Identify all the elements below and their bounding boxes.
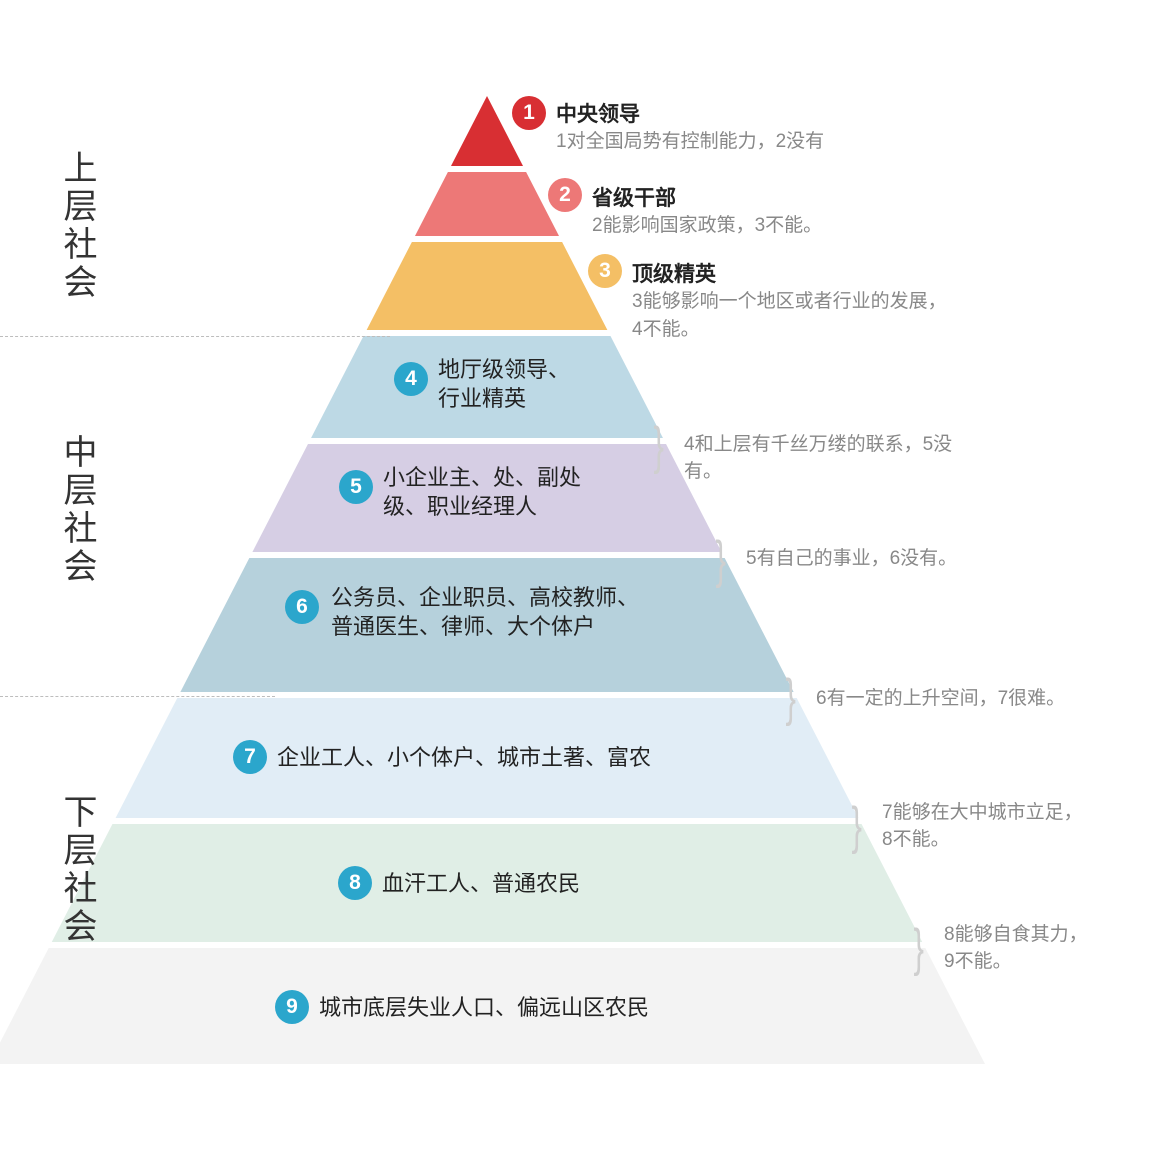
layer-title-7: 企业工人、小个体户、城市土著、富农 bbox=[277, 744, 651, 773]
section-lower: 下层社会 bbox=[62, 770, 98, 970]
layer-title-8: 血汗工人、普通农民 bbox=[382, 870, 580, 899]
layer-title-2: 省级干部 bbox=[592, 182, 676, 212]
badge-5: 5 bbox=[339, 470, 373, 504]
dash-1 bbox=[0, 336, 390, 337]
badge-3: 3 bbox=[588, 254, 622, 288]
section-middle: 中层社会 bbox=[62, 410, 98, 610]
dash-2 bbox=[0, 696, 275, 697]
brace-label-2: 5有自己的事业，6没有。 bbox=[746, 546, 957, 573]
layer-desc-1: 1对全国局势有控制能力，2没有 bbox=[556, 128, 824, 156]
brace-2: } bbox=[715, 530, 725, 590]
badge-1: 1 bbox=[512, 96, 546, 130]
brace-1: } bbox=[653, 416, 663, 476]
layer-desc-3: 3能够影响一个地区或者行业的发展，4不能。 bbox=[632, 288, 947, 343]
brace-label-5: 8能够自食其力，9不能。 bbox=[944, 922, 1088, 975]
layer-title-9: 城市底层失业人口、偏远山区农民 bbox=[319, 994, 649, 1023]
layer-desc-2: 2能影响国家政策，3不能。 bbox=[592, 212, 822, 240]
badge-8: 8 bbox=[338, 866, 372, 900]
pyramid-stage: 上层社会 中层社会 下层社会 1 中央领导1对全国局势有控制能力，2没有 2 省级干部… bbox=[0, 0, 1174, 1156]
brace-label-3: 6有一定的上升空间，7很难。 bbox=[816, 686, 1065, 713]
layer-title-4: 地厅级领导、行业精英 bbox=[438, 356, 570, 413]
pyramid-svg bbox=[0, 0, 1174, 1156]
badge-6: 6 bbox=[285, 590, 319, 624]
badge-9: 9 bbox=[275, 990, 309, 1024]
layer-title-6: 公务员、企业职员、高校教师、普通医生、律师、大个体户 bbox=[331, 584, 639, 641]
section-upper: 上层社会 bbox=[62, 130, 98, 322]
layer-title-1: 中央领导 bbox=[556, 98, 640, 128]
pyramid-layer-2 bbox=[415, 172, 559, 236]
pyramid-layer-3 bbox=[367, 242, 608, 330]
badge-7: 7 bbox=[233, 740, 267, 774]
badge-4: 4 bbox=[394, 362, 428, 396]
brace-3: } bbox=[785, 668, 795, 728]
brace-5: } bbox=[913, 918, 923, 978]
brace-label-1: 4和上层有千丝万缕的联系，5没有。 bbox=[684, 432, 984, 485]
layer-title-3: 顶级精英 bbox=[632, 258, 716, 288]
brace-label-4: 7能够在大中城市立足，8不能。 bbox=[882, 800, 1083, 853]
brace-4: } bbox=[851, 796, 861, 856]
badge-2: 2 bbox=[548, 178, 582, 212]
layer-title-5: 小企业主、处、副处级、职业经理人 bbox=[383, 464, 581, 521]
